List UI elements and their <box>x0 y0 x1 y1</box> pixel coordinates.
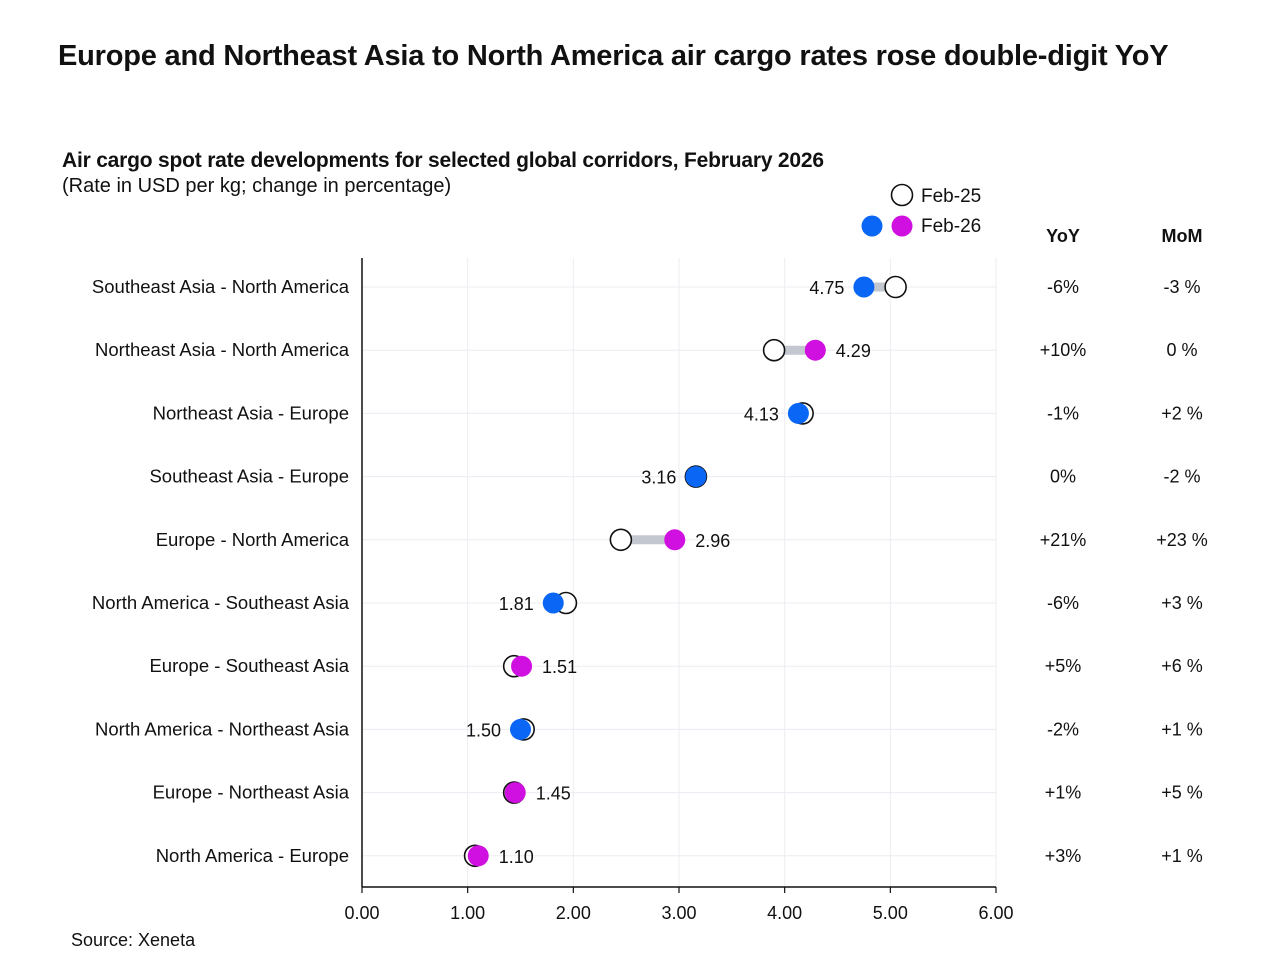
mom-header: MoM <box>1162 226 1203 246</box>
value-label: 1.50 <box>466 720 501 740</box>
legend-feb25-marker <box>890 183 914 207</box>
x-tick-label: 1.00 <box>450 903 485 923</box>
category-label: Northeast Asia - Europe <box>153 402 349 423</box>
mom-value: -3 % <box>1163 277 1200 297</box>
category-label: Southeast Asia - Europe <box>149 466 349 487</box>
feb26-point <box>853 276 875 298</box>
chart-title: Europe and Northeast Asia to North Ameri… <box>58 40 1169 72</box>
feb26-point <box>467 845 489 867</box>
feb26-point <box>685 466 707 488</box>
value-label: 4.13 <box>744 404 779 424</box>
category-label: North America - Europe <box>156 845 349 866</box>
feb26-point <box>542 592 564 614</box>
x-tick-label: 6.00 <box>978 903 1013 923</box>
legend-feb26-label: Feb-26 <box>921 216 981 237</box>
mom-value: +2 % <box>1161 403 1203 423</box>
value-label: 1.81 <box>499 594 534 614</box>
value-label: 1.45 <box>536 784 571 804</box>
category-label: Europe - Southeast Asia <box>149 655 349 676</box>
category-label: Northeast Asia - North America <box>95 339 350 360</box>
feb25-point <box>762 338 786 362</box>
mom-value: -2 % <box>1163 467 1200 487</box>
x-tick-label: 4.00 <box>767 903 802 923</box>
feb26-point <box>787 402 809 424</box>
legend-feb26-increase-marker <box>891 215 913 237</box>
feb26-point <box>510 718 531 740</box>
category-label: Europe - North America <box>156 529 350 550</box>
value-label: 4.29 <box>836 341 871 361</box>
yoy-value: +5% <box>1045 656 1082 676</box>
legend-feb25-label: Feb-25 <box>921 186 981 207</box>
value-label: 1.51 <box>542 657 577 677</box>
category-label: Europe - Northeast Asia <box>153 782 350 803</box>
yoy-value: -2% <box>1047 719 1079 739</box>
x-tick-label: 2.00 <box>556 903 591 923</box>
feb25-point <box>609 528 633 552</box>
yoy-value: 0% <box>1050 467 1076 487</box>
mom-value: +3 % <box>1161 593 1203 613</box>
feb26-point <box>804 339 826 361</box>
yoy-header: YoY <box>1046 226 1080 246</box>
category-label: North America - Southeast Asia <box>92 592 350 613</box>
x-tick-label: 0.00 <box>344 903 379 923</box>
value-label: 2.96 <box>695 531 730 551</box>
mom-value: +1 % <box>1161 846 1203 866</box>
value-label: 4.75 <box>809 278 844 298</box>
yoy-value: +3% <box>1045 846 1082 866</box>
feb26-point <box>664 529 686 551</box>
category-label: Southeast Asia - North America <box>92 276 350 297</box>
feb25-point <box>884 275 907 299</box>
yoy-value: -1% <box>1047 403 1079 423</box>
category-label: North America - Northeast Asia <box>95 718 350 739</box>
mom-value: +5 % <box>1161 783 1203 803</box>
x-tick-label: 5.00 <box>873 903 908 923</box>
mom-value: +23 % <box>1156 530 1208 550</box>
value-label: 1.10 <box>499 847 534 867</box>
source-note: Source: Xeneta <box>71 930 196 950</box>
legend-feb26-decrease-marker <box>861 215 883 237</box>
chart-subtitle-note: (Rate in USD per kg; change in percentag… <box>62 175 452 197</box>
yoy-value: -6% <box>1047 277 1079 297</box>
mom-value: +6 % <box>1161 656 1203 676</box>
value-label: 3.16 <box>641 468 676 488</box>
mom-value: +1 % <box>1161 719 1203 739</box>
x-tick-label: 3.00 <box>661 903 696 923</box>
yoy-value: +10% <box>1040 340 1087 360</box>
feb26-point <box>504 782 526 804</box>
feb26-point <box>511 655 533 677</box>
yoy-value: -6% <box>1047 593 1079 613</box>
yoy-value: +1% <box>1045 783 1082 803</box>
mom-value: 0 % <box>1166 340 1197 360</box>
yoy-value: +21% <box>1040 530 1087 550</box>
chart-subtitle: Air cargo spot rate developments for sel… <box>62 149 824 172</box>
